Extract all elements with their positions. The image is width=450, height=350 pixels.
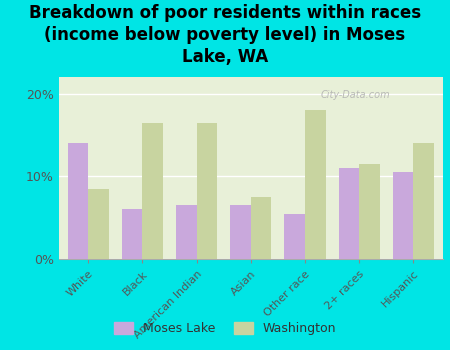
Bar — [251, 197, 271, 259]
Bar — [176, 205, 197, 259]
Text: Breakdown of poor residents within races
(income below poverty level) in Moses
L: Breakdown of poor residents within races… — [29, 4, 421, 66]
Bar — [88, 189, 109, 259]
Bar — [305, 110, 326, 259]
Bar — [414, 143, 434, 259]
Text: City-Data.com: City-Data.com — [320, 90, 390, 100]
Bar — [393, 172, 414, 259]
Legend: Moses Lake, Washington: Moses Lake, Washington — [109, 317, 341, 340]
Bar — [230, 205, 251, 259]
Bar — [339, 168, 359, 259]
Bar — [359, 164, 380, 259]
Bar — [284, 214, 305, 259]
Bar — [197, 122, 217, 259]
Bar — [68, 143, 88, 259]
Bar — [122, 209, 143, 259]
Bar — [143, 122, 163, 259]
